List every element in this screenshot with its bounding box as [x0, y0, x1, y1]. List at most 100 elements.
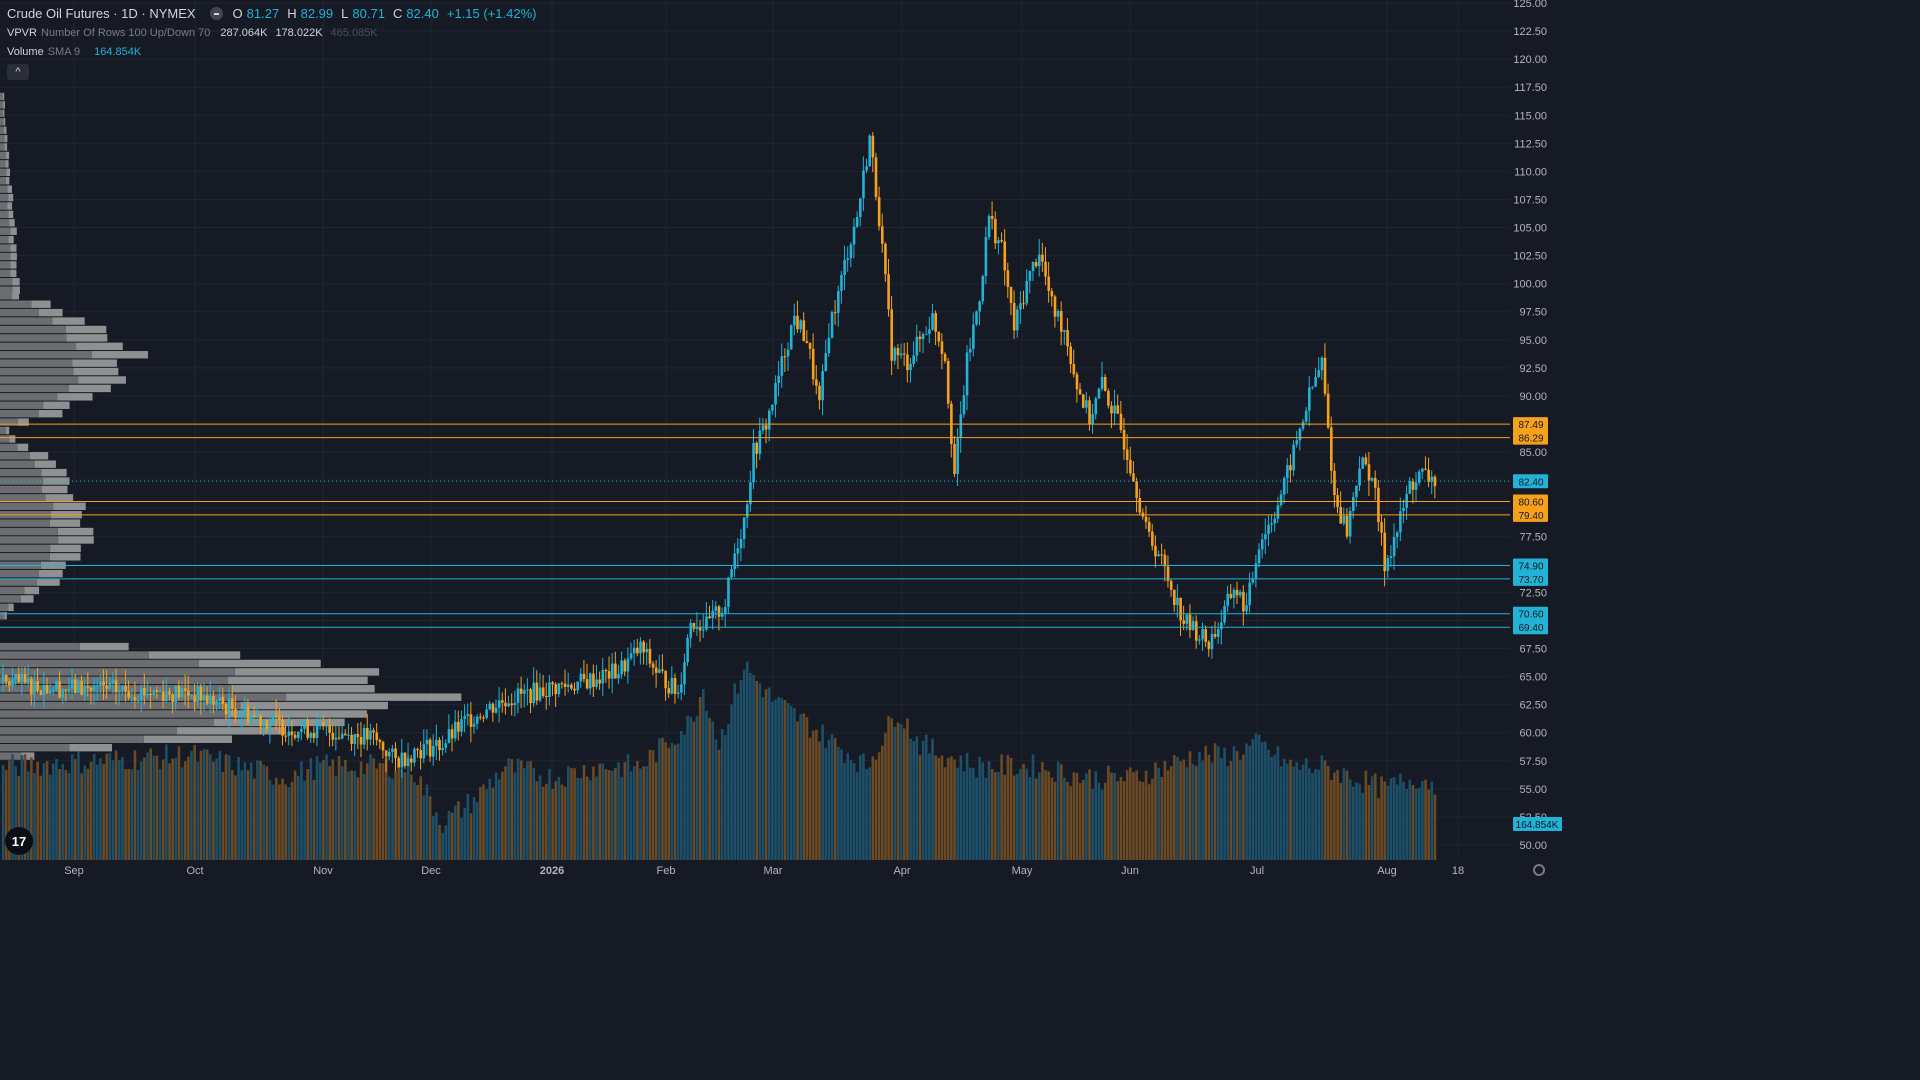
candle-body — [1110, 405, 1113, 414]
candle-body — [14, 674, 17, 680]
candle-body — [868, 135, 872, 167]
market-status-icon[interactable] — [209, 7, 223, 20]
vpvr-bar — [0, 443, 18, 452]
candle-body — [658, 669, 661, 673]
candle-body — [1179, 597, 1182, 621]
vpvr-bar — [2, 109, 5, 118]
volume-bar — [1019, 768, 1022, 860]
candle-body — [1235, 589, 1239, 596]
vpvr-bar — [0, 227, 11, 235]
candle-body — [1254, 563, 1258, 579]
vpvr-bar — [9, 219, 15, 227]
price-tick-label: 122.50 — [1513, 26, 1547, 38]
gear-icon[interactable] — [1533, 864, 1545, 876]
candle-body — [17, 674, 21, 682]
volume-bar — [676, 743, 680, 860]
candle-body — [36, 681, 39, 691]
volume-label: Volume — [7, 46, 44, 58]
volume-bar — [724, 735, 727, 860]
candle-body — [1066, 330, 1069, 347]
vpvr-bar — [0, 743, 70, 752]
candle-body — [1173, 589, 1176, 606]
candle-body — [406, 758, 410, 766]
candle-body — [774, 382, 777, 405]
candle-body — [1022, 303, 1025, 305]
vpvr-bar — [0, 317, 53, 325]
collapse-legend-button[interactable]: ^ — [7, 64, 29, 80]
close-value: 82.40 — [406, 6, 439, 21]
candle-body — [1395, 532, 1399, 538]
candle-body — [1264, 534, 1267, 540]
volume-bar — [1317, 769, 1321, 860]
tradingview-logo[interactable]: 17 — [5, 827, 33, 855]
candle-body — [466, 714, 470, 717]
volume-bar — [168, 763, 171, 860]
volume-bar — [356, 777, 360, 860]
volume-bar — [246, 770, 250, 860]
volume-bar — [582, 765, 586, 860]
candle-body — [300, 728, 303, 732]
volume-bar — [378, 762, 382, 860]
vpvr-legend[interactable]: VPVR Number Of Rows 100 Up/Down 70 287.0… — [7, 27, 378, 39]
volume-bar — [165, 744, 168, 860]
volume-bar — [1088, 769, 1091, 860]
candle-body — [337, 737, 341, 739]
price-tag — [1513, 474, 1548, 489]
candle-body — [1091, 414, 1094, 425]
volume-bar — [887, 716, 890, 860]
time-tick-label: Dec — [421, 865, 441, 877]
candle-body — [570, 684, 573, 689]
candle-body — [1238, 591, 1242, 596]
candle-body — [648, 648, 652, 664]
volume-bar — [658, 738, 661, 860]
candle-body — [165, 691, 168, 702]
vpvr-bar — [143, 735, 232, 743]
volume-bar — [937, 757, 941, 860]
volume-bar — [20, 755, 24, 860]
symbol-title[interactable]: Crude Oil Futures · 1D · NYMEX — [7, 6, 196, 21]
volume-bar — [1395, 784, 1399, 860]
volume-bar — [1213, 743, 1217, 860]
vpvr-bar — [49, 553, 81, 561]
volume-legend[interactable]: Volume SMA 9 164.854K — [7, 46, 141, 58]
candle-body — [58, 681, 61, 698]
candle-body — [793, 315, 796, 326]
candle-body — [8, 681, 11, 686]
volume-bar — [815, 729, 818, 860]
candle-body — [629, 653, 633, 659]
candle-body — [403, 752, 407, 766]
candle-body — [1154, 545, 1157, 557]
volume-bar — [1050, 777, 1054, 860]
vpvr-bar — [20, 595, 34, 603]
candle-body — [745, 504, 749, 518]
volume-bar — [309, 757, 313, 860]
vpvr-down-value: 178.022K — [275, 27, 323, 39]
candle-body — [802, 320, 806, 342]
candle-body — [328, 725, 331, 733]
volume-bar — [598, 763, 601, 860]
volume-bar — [758, 683, 762, 860]
volume-bar — [1264, 741, 1267, 860]
volume-bar — [1044, 770, 1047, 860]
volume-bar — [689, 716, 693, 860]
candle-body — [1182, 620, 1186, 624]
vpvr-bar — [8, 193, 14, 202]
volume-bar — [1352, 786, 1355, 860]
candle-body — [815, 379, 818, 386]
candle-body — [1242, 591, 1245, 612]
volume-bar — [617, 762, 620, 860]
candle-body — [1295, 440, 1299, 445]
candle-body — [1248, 582, 1251, 606]
candle-body — [488, 703, 492, 710]
volume-bar — [281, 778, 284, 860]
volume-bar — [890, 718, 894, 860]
candle-body — [1210, 634, 1214, 650]
volume-bar — [457, 801, 460, 860]
vpvr-bar — [10, 252, 17, 261]
price-chart[interactable]: 50.0052.5055.0057.5060.0062.5065.0067.50… — [0, 0, 1568, 882]
vpvr-bar — [0, 126, 5, 134]
vpvr-bar — [12, 278, 20, 286]
candle-body — [322, 722, 325, 727]
volume-bar — [1122, 781, 1126, 860]
vpvr-bar — [0, 668, 236, 676]
